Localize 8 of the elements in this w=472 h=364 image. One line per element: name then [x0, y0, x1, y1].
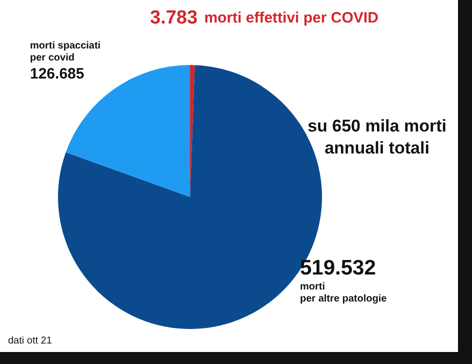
slice-label: morti effettivi per COVID — [204, 10, 379, 26]
text: su 650 mila morti annuali totali — [308, 116, 446, 158]
slice-label: morti per altre patologie — [300, 282, 388, 304]
data-label: 126.685 — [30, 66, 84, 82]
data-label: 519.532 — [300, 256, 376, 280]
text: dati ott 21 — [8, 336, 52, 346]
data-label: 3.783 — [150, 8, 198, 28]
slice-label: morti spacciati per covid — [30, 40, 101, 64]
